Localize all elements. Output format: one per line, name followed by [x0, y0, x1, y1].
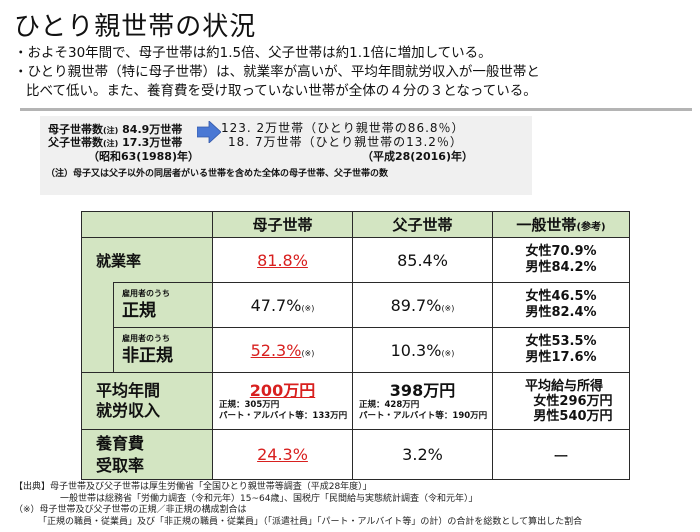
table-row-nonregular: 雇用者のうち 非正規 52.3%(※) 10.3%(※) 女性53.5% 男性17.… [82, 327, 630, 373]
cell-general-employment: 女性70.9% 男性84.2% [492, 237, 630, 283]
cell-fushi-nonregular: 10.3%(※) [352, 327, 493, 373]
source-line: 一般世帯は総務省「労働力調査（令和元年）15~64歳」、国税庁「民間給与実態統計… [60, 493, 478, 504]
divider [20, 108, 692, 111]
household-count-box [40, 116, 532, 195]
table-row-employment: 就業率 81.8% 85.4% 女性70.9% 男性84.2% [81, 237, 630, 283]
source-notes: 【出典】母子世帯及び父子世帯は厚生労働省「全国ひとり親世帯等調査（平成28年度）… [14, 482, 582, 528]
year-1988: （昭和63(1988)年） [88, 150, 199, 163]
cell-fushi-employment: 85.4% [352, 237, 493, 283]
header-boshi: 母子世帯 [212, 211, 353, 238]
bullet-item: ・およそ30年間で、母子世帯は約1.5倍、父子世帯は約1.1倍に増加している。 [14, 45, 492, 61]
header-empty-cell [81, 211, 213, 238]
cell-boshi-nonregular: 52.3%(※) [212, 327, 353, 373]
note-line: （※）母子世帯及び父子世帯の正規／非正規の構成割合は [14, 505, 247, 515]
cell-general-income: 平均給与所得 女性296万円 男性540万円 [492, 372, 630, 430]
bullet-item-continued: 比べて低い。また、養育費を受け取っていない世帯が全体の４分の３となっている。 [26, 83, 537, 99]
row-label-nonregular: 雇用者のうち 非正規 [113, 327, 213, 373]
comparison-table: 母子世帯 父子世帯 一般世帯(参考) 就業率 81.8% 85.4% 女性70.… [81, 211, 630, 480]
box-footnote: （注）母子又は父子以外の同居者がいる世帯を含めた全体の母子世帯、父子世帯の数 [46, 169, 389, 179]
cell-general-support: ー [492, 429, 630, 480]
note-line: 「正規の職員・従業員」及び「非正規の職員・従業員」（「派遣社員」「パート・アルバ… [38, 516, 583, 527]
cell-general-nonregular: 女性53.5% 男性17.6% [492, 327, 630, 373]
row-indent-cell [81, 282, 114, 373]
table-row-support: 養育費 受取率 24.3% 3.2% ー [81, 429, 630, 480]
cell-fushi-support: 3.2% [352, 429, 493, 480]
fushi-count-2016: 18. 7万世帯（ひとり親世帯の13.2％） [228, 135, 463, 149]
cell-general-regular: 女性46.5% 男性82.4% [492, 282, 630, 328]
boshi-count-1988: 母子世帯数(注) 84.9万世帯 [48, 123, 183, 136]
bullet-item: ・ひとり親世帯（特に母子世帯）は、就業率が高いが、平均年間就労収入が一般世帯と [14, 64, 540, 80]
source-line: 【出典】母子世帯及び父子世帯は厚生労働省「全国ひとり親世帯等調査（平成28年度）… [14, 482, 372, 492]
cell-fushi-income: 398万円 正規：428万円 パート・アルバイト等：190万円 [352, 372, 493, 430]
cell-fushi-regular: 89.7%(※) [352, 282, 493, 328]
cell-boshi-income: 200万円 正規：305万円 パート・アルバイト等：133万円 [212, 372, 353, 430]
year-2016: （平成28(2016)年） [362, 150, 473, 163]
table-header-row: 母子世帯 父子世帯 一般世帯(参考) [81, 211, 630, 238]
table-row-income: 平均年間 就労収入 200万円 正規：305万円 パート・アルバイト等：133万円… [81, 372, 630, 430]
boshi-count-2016: 123. 2万世帯（ひとり親世帯の86.8％） [221, 121, 465, 135]
header-general: 一般世帯(参考) [492, 211, 630, 238]
cell-boshi-employment: 81.8% [212, 237, 353, 283]
cell-boshi-regular: 47.7%(※) [212, 282, 353, 328]
header-fushi: 父子世帯 [352, 211, 493, 238]
row-label-income: 平均年間 就労収入 [81, 372, 213, 430]
table-row-regular: 雇用者のうち 正規 47.7%(※) 89.7%(※) 女性46.5% 男性82.4… [81, 282, 630, 373]
fushi-count-1988: 父子世帯数(注) 17.3万世帯 [48, 136, 183, 149]
row-label-support: 養育費 受取率 [81, 429, 213, 480]
row-label-regular: 雇用者のうち 正規 [113, 282, 213, 328]
summary-bullets: ・およそ30年間で、母子世帯は約1.5倍、父子世帯は約1.1倍に増加している。 … [14, 44, 540, 101]
cell-boshi-support: 24.3% [212, 429, 353, 480]
page-title: ひとり親世帯の状況 [14, 12, 257, 42]
row-label-employment: 就業率 [81, 237, 213, 283]
right-arrow-icon [197, 121, 221, 143]
